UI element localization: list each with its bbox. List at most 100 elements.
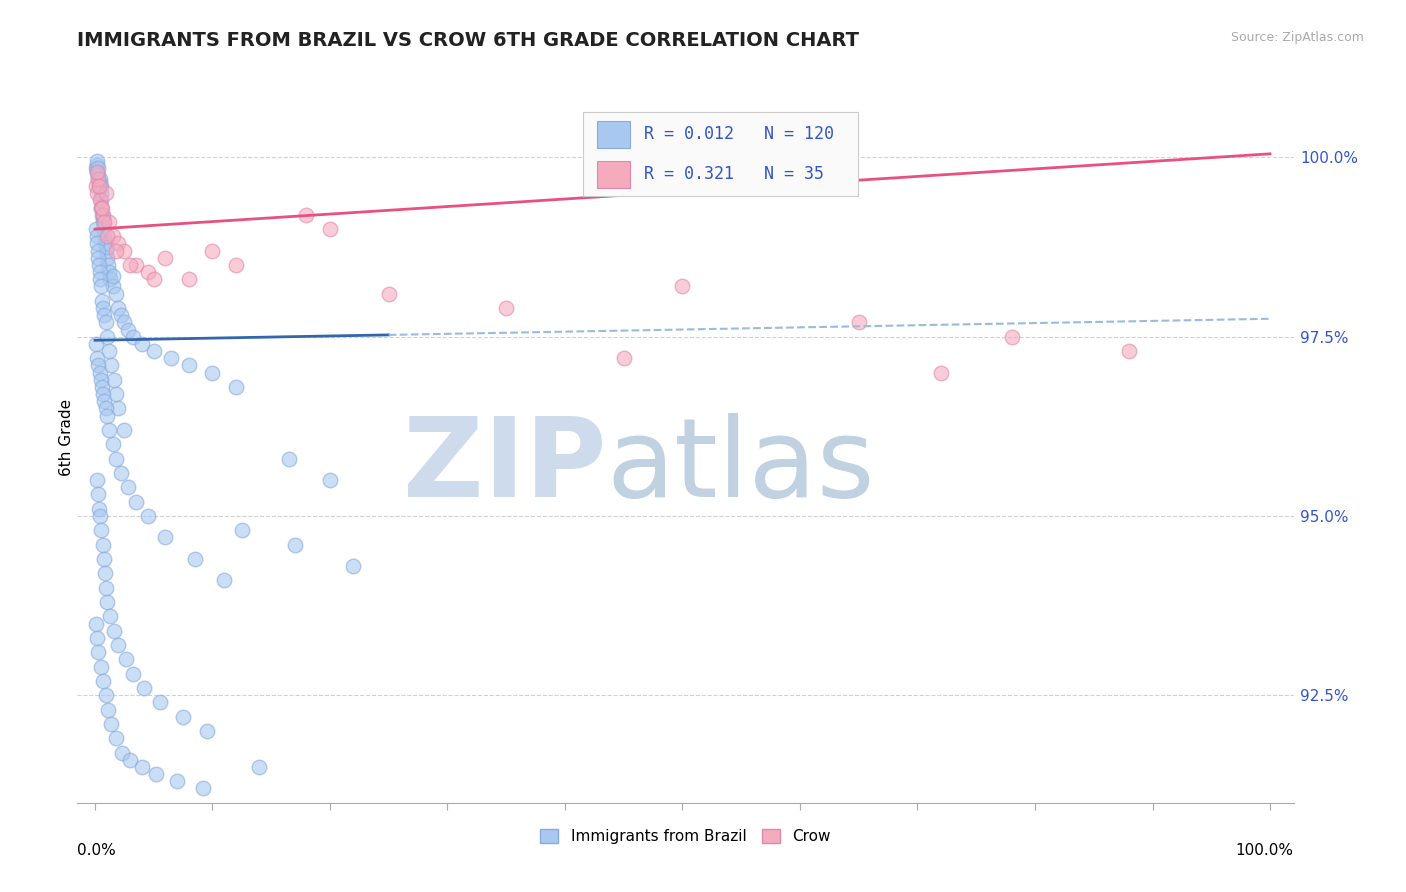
Point xyxy=(90,373,112,387)
Point xyxy=(225,380,247,394)
Point xyxy=(100,717,122,731)
Point xyxy=(87,169,110,183)
Point xyxy=(177,359,200,373)
Point xyxy=(87,179,110,194)
Point xyxy=(93,552,115,566)
Point xyxy=(277,451,299,466)
Point xyxy=(177,272,200,286)
Point xyxy=(121,666,143,681)
Point xyxy=(114,652,136,666)
Point xyxy=(90,201,112,215)
Point xyxy=(98,609,121,624)
Point xyxy=(86,236,108,251)
Point xyxy=(134,681,156,695)
Point xyxy=(90,524,112,538)
Point xyxy=(117,480,139,494)
Point xyxy=(90,186,112,201)
Bar xyxy=(598,161,630,188)
Point xyxy=(91,208,114,222)
Point xyxy=(97,702,120,716)
Point xyxy=(107,236,129,251)
Point xyxy=(87,258,110,272)
Point xyxy=(342,559,364,574)
Point xyxy=(94,688,117,702)
Point xyxy=(195,724,218,739)
Point xyxy=(86,165,108,179)
Point xyxy=(91,293,114,308)
Point xyxy=(87,172,110,186)
Point xyxy=(87,244,110,258)
Point xyxy=(105,731,128,746)
Point xyxy=(89,172,111,186)
Point xyxy=(249,760,271,774)
Point xyxy=(111,746,134,760)
Point xyxy=(319,222,342,236)
Point xyxy=(89,194,111,208)
Point xyxy=(96,240,118,254)
Point xyxy=(613,351,636,366)
Point xyxy=(101,268,124,283)
Point xyxy=(89,272,111,286)
Text: 0.0%: 0.0% xyxy=(77,843,117,858)
Point xyxy=(117,322,139,336)
Point xyxy=(112,423,135,437)
Point xyxy=(84,336,107,351)
Point xyxy=(90,659,112,673)
Point xyxy=(94,186,117,201)
Point xyxy=(84,161,107,176)
Point xyxy=(91,673,114,688)
Point xyxy=(120,258,142,272)
Point xyxy=(87,251,110,265)
Point xyxy=(86,631,108,645)
Point xyxy=(131,760,153,774)
Point xyxy=(112,244,135,258)
Point xyxy=(89,265,111,279)
Point xyxy=(89,176,111,190)
Point xyxy=(98,272,121,286)
Point xyxy=(98,423,121,437)
Point xyxy=(149,695,172,709)
Point xyxy=(112,315,135,329)
Point xyxy=(91,211,114,226)
Point xyxy=(96,595,118,609)
Point xyxy=(86,165,108,179)
Point xyxy=(100,359,122,373)
Point xyxy=(107,638,129,652)
Point xyxy=(160,351,183,366)
Point xyxy=(91,301,114,315)
Legend: Immigrants from Brazil, Crow: Immigrants from Brazil, Crow xyxy=(534,822,837,850)
Point xyxy=(98,215,121,229)
Point xyxy=(94,401,117,416)
Point xyxy=(86,186,108,201)
Point xyxy=(103,373,125,387)
Point xyxy=(93,308,115,322)
Text: IMMIGRANTS FROM BRAZIL VS CROW 6TH GRADE CORRELATION CHART: IMMIGRANTS FROM BRAZIL VS CROW 6TH GRADE… xyxy=(77,31,859,50)
Point xyxy=(231,524,253,538)
Point xyxy=(105,451,128,466)
Point xyxy=(91,208,114,222)
Point xyxy=(87,501,110,516)
Point xyxy=(142,344,165,359)
Point xyxy=(103,624,125,638)
Point xyxy=(110,308,132,322)
Point xyxy=(142,272,165,286)
Point xyxy=(1118,344,1140,359)
Point xyxy=(91,201,114,215)
Text: atlas: atlas xyxy=(606,413,875,520)
Point xyxy=(295,208,318,222)
Point xyxy=(98,265,121,279)
Point xyxy=(87,359,110,373)
Point xyxy=(319,473,342,487)
Point xyxy=(90,179,112,194)
Point xyxy=(86,158,108,172)
Point xyxy=(90,194,112,208)
Y-axis label: 6th Grade: 6th Grade xyxy=(59,399,73,475)
Point xyxy=(155,531,177,545)
Point xyxy=(101,437,124,451)
Point xyxy=(172,710,194,724)
Point xyxy=(107,401,129,416)
Point xyxy=(93,229,115,244)
Point xyxy=(225,258,247,272)
Point xyxy=(105,244,128,258)
Point xyxy=(97,258,120,272)
